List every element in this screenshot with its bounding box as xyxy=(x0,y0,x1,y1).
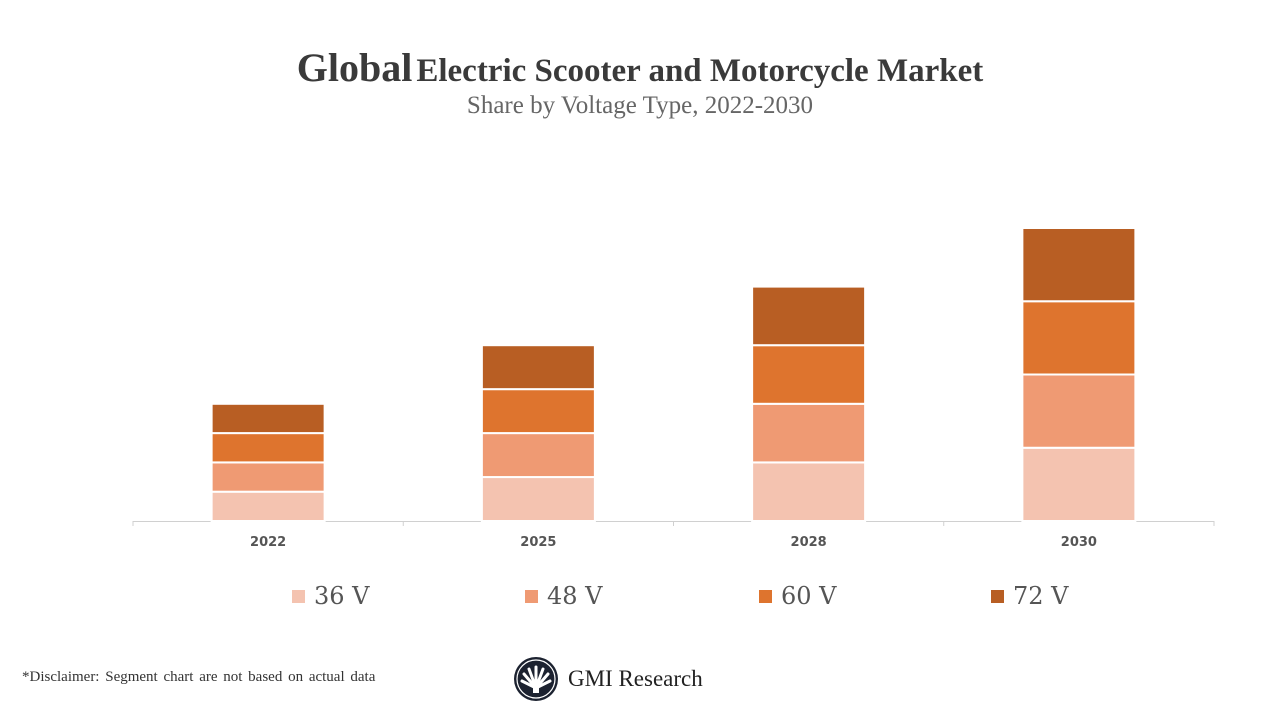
logo-text: GMI Research xyxy=(568,666,703,691)
bar-segment-36v-2022 xyxy=(210,490,326,523)
legend-label: 72 V xyxy=(1013,582,1069,610)
chart-title: Global Electric Scooter and Motorcycle M… xyxy=(0,44,1280,91)
chart-subtitle: Share by Voltage Type, 2022-2030 xyxy=(466,92,814,119)
bar-segment-72v-2025 xyxy=(480,344,596,391)
bar-segment-36v-2025 xyxy=(480,476,596,522)
bar-segment-72v-2028 xyxy=(751,285,867,347)
bar-segment-60v-2028 xyxy=(751,344,867,405)
legend-item-72v: 72 V xyxy=(991,582,1069,610)
legend-item-60v: 60 V xyxy=(759,582,837,610)
legend-swatch xyxy=(759,589,772,603)
bar-segment-60v-2022 xyxy=(210,432,326,464)
bar-segment-60v-2030 xyxy=(1021,300,1137,376)
bar-segment-36v-2028 xyxy=(751,461,867,522)
bar-segment-48v-2022 xyxy=(210,461,326,493)
x-tick-label: 2022 xyxy=(250,535,286,550)
title-prefix: Global xyxy=(296,45,413,90)
legend-swatch xyxy=(991,589,1004,603)
title-rest: Electric Scooter and Motorcycle Market xyxy=(416,53,984,89)
bar-segment-48v-2030 xyxy=(1021,373,1137,449)
bar-segment-72v-2022 xyxy=(210,402,326,435)
bar-segment-72v-2030 xyxy=(1021,227,1137,303)
disclaimer: *Disclaimer: Segment chart are not based… xyxy=(22,669,376,685)
legend: 36 V 48 V 60 V 72 V xyxy=(0,582,1280,612)
x-tick-label: 2028 xyxy=(791,535,827,550)
legend-swatch xyxy=(525,589,538,603)
legend-item-36v: 36 V xyxy=(292,582,370,610)
legend-label: 60 V xyxy=(781,582,837,610)
legend-item-48v: 48 V xyxy=(525,582,603,610)
bar-segment-60v-2025 xyxy=(480,388,596,435)
legend-label: 36 V xyxy=(314,582,370,610)
legend-swatch xyxy=(292,589,305,603)
x-tick-label: 2030 xyxy=(1061,535,1097,550)
bar-segment-48v-2025 xyxy=(480,432,596,479)
logo-fan-icon xyxy=(514,657,558,701)
bar-segment-48v-2028 xyxy=(751,402,867,464)
x-tick-label: 2025 xyxy=(520,535,556,550)
bar-segment-36v-2030 xyxy=(1021,446,1137,522)
gmi-logo: GMI Research xyxy=(513,656,703,702)
legend-label: 48 V xyxy=(547,582,603,610)
